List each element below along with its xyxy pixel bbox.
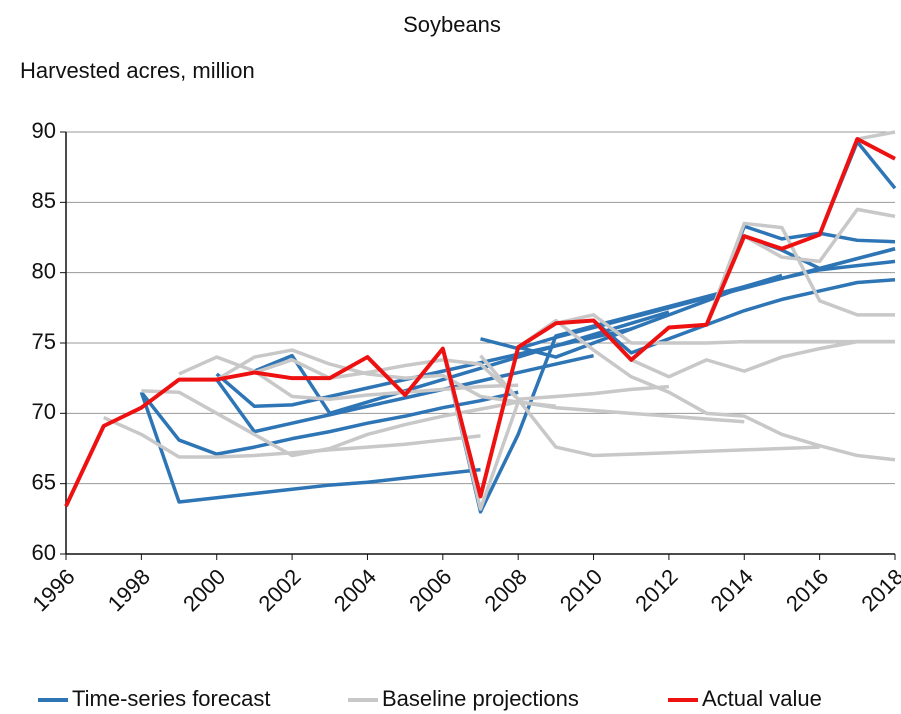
y-axis-label: Harvested acres, million <box>20 58 255 83</box>
y-tick-label: 85 <box>32 188 56 213</box>
series-line <box>517 273 783 359</box>
x-tick-label: 2006 <box>404 564 456 616</box>
x-tick-label: 1996 <box>27 564 79 616</box>
series-line <box>743 207 896 264</box>
x-tick-label: 2018 <box>856 564 901 616</box>
y-tick-label: 90 <box>32 118 56 143</box>
series-line <box>630 339 895 379</box>
x-tick-label: 1998 <box>103 564 155 616</box>
x-tick-label: 2002 <box>253 564 305 616</box>
legend-label: Baseline projections <box>382 686 579 711</box>
series-line <box>253 310 670 416</box>
legend-label: Actual value <box>702 686 822 711</box>
y-tick-label: 75 <box>32 329 56 354</box>
x-tick-label: 2016 <box>781 564 833 616</box>
series-line <box>555 313 895 345</box>
series-line <box>102 415 481 459</box>
x-tick-label: 2000 <box>178 564 230 616</box>
series-line <box>179 353 594 434</box>
chart-title: Soybeans <box>403 12 501 37</box>
series-line <box>818 130 896 236</box>
y-tick-label: 60 <box>32 540 56 565</box>
x-tick-label: 2004 <box>329 564 381 616</box>
series-line <box>479 354 820 458</box>
series-line <box>818 140 897 236</box>
y-tick-label: 65 <box>32 469 56 494</box>
x-tick-label: 2008 <box>480 564 532 616</box>
series-line <box>517 318 896 462</box>
series-line <box>441 348 745 511</box>
legend-label: Time-series forecast <box>72 686 270 711</box>
x-tick-label: 2012 <box>630 564 682 616</box>
series-line <box>141 389 519 458</box>
x-tick-label: 2010 <box>555 564 607 616</box>
series-line <box>178 355 519 402</box>
x-tick-label: 2014 <box>706 564 758 616</box>
series-line <box>64 137 896 508</box>
series-line <box>253 358 670 402</box>
series-line <box>704 221 895 326</box>
series-line <box>139 391 481 504</box>
y-tick-label: 70 <box>32 399 56 424</box>
y-tick-label: 80 <box>32 258 56 283</box>
